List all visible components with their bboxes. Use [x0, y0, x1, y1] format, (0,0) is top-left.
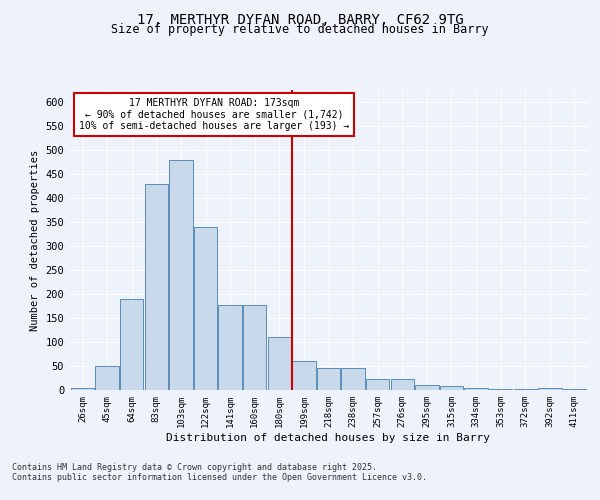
Bar — [489, 388, 512, 390]
Y-axis label: Number of detached properties: Number of detached properties — [30, 150, 40, 330]
Bar — [268, 337, 291, 390]
Bar — [243, 304, 266, 390]
X-axis label: Distribution of detached houses by size in Barry: Distribution of detached houses by size … — [167, 432, 491, 442]
Text: Contains public sector information licensed under the Open Government Licence v3: Contains public sector information licen… — [12, 472, 427, 482]
Bar — [292, 361, 316, 390]
Text: 17 MERTHYR DYFAN ROAD: 173sqm
← 90% of detached houses are smaller (1,742)
10% o: 17 MERTHYR DYFAN ROAD: 173sqm ← 90% of d… — [79, 98, 349, 130]
Text: Size of property relative to detached houses in Barry: Size of property relative to detached ho… — [111, 22, 489, 36]
Bar — [464, 388, 488, 390]
Bar — [218, 304, 242, 390]
Bar — [415, 384, 439, 390]
Bar — [120, 299, 143, 390]
Bar — [391, 380, 414, 390]
Text: 17, MERTHYR DYFAN ROAD, BARRY, CF62 9TG: 17, MERTHYR DYFAN ROAD, BARRY, CF62 9TG — [137, 12, 463, 26]
Bar — [145, 184, 168, 390]
Bar — [514, 388, 537, 390]
Bar — [440, 386, 463, 390]
Bar — [341, 368, 365, 390]
Bar — [95, 366, 119, 390]
Bar — [317, 368, 340, 390]
Bar — [538, 388, 562, 390]
Bar — [366, 380, 389, 390]
Bar — [563, 388, 586, 390]
Text: Contains HM Land Registry data © Crown copyright and database right 2025.: Contains HM Land Registry data © Crown c… — [12, 462, 377, 471]
Bar — [194, 227, 217, 390]
Bar — [71, 388, 94, 390]
Bar — [169, 160, 193, 390]
